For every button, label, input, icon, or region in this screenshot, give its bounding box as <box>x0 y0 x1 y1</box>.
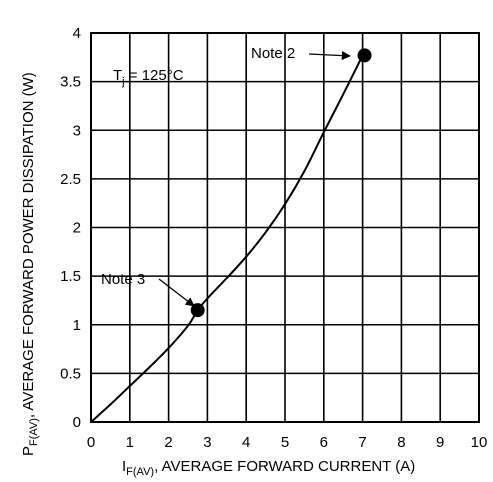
y-axis-title-rest: , AVERAGE FORWARD POWER DISSIPATION (W) <box>20 72 37 418</box>
data-point-marker <box>357 48 372 63</box>
x-axis-title-main: I <box>122 458 126 475</box>
y-tick-label: 1 <box>73 317 81 334</box>
data-point-marker <box>190 303 205 318</box>
condition-rest: = 125°C <box>125 67 184 84</box>
annotation-label: Note 2 <box>251 45 295 62</box>
x-tick-label: 7 <box>358 434 366 451</box>
x-tick-label: 3 <box>203 434 211 451</box>
series-line-power-dissipation <box>90 54 364 423</box>
annotation-label: Note 3 <box>101 271 145 288</box>
x-tick-label: 10 <box>471 434 488 451</box>
x-tick-label: 6 <box>320 434 328 451</box>
condition-label: Tj = 125°C <box>113 67 184 88</box>
x-tick-label: 5 <box>281 434 289 451</box>
annotations: Note 2 Note 3 <box>101 45 351 307</box>
x-tick-label: 8 <box>397 434 405 451</box>
plot-frame <box>90 32 480 423</box>
tick-labels: 0 1 2 3 4 5 6 7 8 9 10 0 0.5 1 1.5 2 2.5 3 3.5 4 <box>60 25 487 451</box>
x-tick-label: 4 <box>242 434 250 451</box>
y-axis-title-sub: F(AV) <box>28 418 40 446</box>
y-tick-label: 3 <box>73 122 81 139</box>
y-tick-label: 0 <box>73 414 81 431</box>
x-tick-label: 0 <box>87 434 95 451</box>
y-tick-label: 0.5 <box>60 365 81 382</box>
x-axis-title-rest: , AVERAGE FORWARD CURRENT (A) <box>154 458 415 475</box>
y-tick-label: 1.5 <box>60 268 81 285</box>
condition-sub: j <box>121 76 124 88</box>
y-tick-label: 4 <box>73 25 81 42</box>
x-axis-title-sub: F(AV) <box>126 466 154 478</box>
annotation-arrow <box>158 278 195 307</box>
x-tick-label: 9 <box>436 434 444 451</box>
x-axis-title: IF(AV), AVERAGE FORWARD CURRENT (A) <box>122 458 415 478</box>
y-tick-label: 2 <box>73 220 81 237</box>
condition-main: T <box>113 67 122 84</box>
x-tick-label: 1 <box>126 434 134 451</box>
grid <box>91 33 479 422</box>
x-tick-label: 2 <box>164 434 172 451</box>
annotation-arrow <box>308 51 351 61</box>
data-markers <box>190 48 372 318</box>
y-tick-label: 2.5 <box>60 171 81 188</box>
y-axis-title-main: P <box>20 446 37 456</box>
y-tick-label: 3.5 <box>60 74 81 91</box>
y-axis-title: PF(AV), AVERAGE FORWARD POWER DISSIPATIO… <box>20 72 40 456</box>
